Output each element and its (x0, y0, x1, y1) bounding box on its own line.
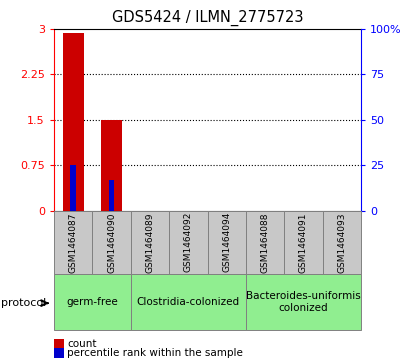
Bar (208, 211, 246, 274)
Bar (169, 211, 208, 274)
Text: germ-free: germ-free (66, 297, 118, 307)
Bar (284, 211, 323, 274)
Text: count: count (67, 339, 97, 349)
Text: GSM1464093: GSM1464093 (337, 212, 347, 273)
Text: GSM1464094: GSM1464094 (222, 212, 231, 273)
Bar (93, 211, 131, 274)
Bar (131, 274, 246, 330)
Text: Clostridia-colonized: Clostridia-colonized (137, 297, 240, 307)
Bar (70, 165, 76, 211)
Bar (246, 274, 361, 330)
Text: percentile rank within the sample: percentile rank within the sample (67, 348, 243, 358)
Text: Bacteroides-uniformis
colonized: Bacteroides-uniformis colonized (246, 291, 361, 313)
Bar (131, 211, 169, 274)
Text: GSM1464087: GSM1464087 (68, 212, 78, 273)
Text: GSM1464088: GSM1464088 (261, 212, 270, 273)
Text: GSM1464092: GSM1464092 (184, 212, 193, 273)
Bar (323, 211, 361, 274)
Text: protocol: protocol (1, 298, 46, 308)
Bar (109, 180, 115, 211)
Bar (54, 274, 131, 330)
Title: GDS5424 / ILMN_2775723: GDS5424 / ILMN_2775723 (112, 10, 303, 26)
Bar (63, 33, 84, 211)
Text: GSM1464089: GSM1464089 (145, 212, 154, 273)
Bar (246, 211, 284, 274)
Bar (101, 120, 122, 211)
Text: GSM1464091: GSM1464091 (299, 212, 308, 273)
Bar (54, 211, 92, 274)
Text: GSM1464090: GSM1464090 (107, 212, 116, 273)
